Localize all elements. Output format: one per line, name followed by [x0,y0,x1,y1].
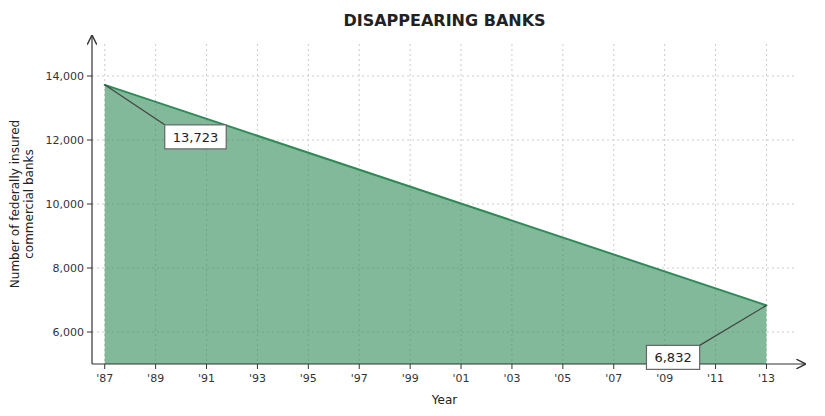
x-tick-label: '03 [503,372,520,385]
x-tick [715,364,716,369]
x-tick-label: '95 [300,372,317,385]
x-tick-label: '01 [453,372,470,385]
x-tick-label: '89 [147,372,164,385]
grid [92,44,797,364]
x-tick-label: '09 [656,372,673,385]
annotation-box [646,345,699,369]
y-tick [87,332,92,333]
annotation: 6,832 [646,305,766,369]
title: DISAPPEARING BANKS [343,11,545,30]
x-tick-label: '07 [605,372,622,385]
y-axis-label-line: Number of federally insured [8,120,22,288]
y-axis-label: Number of federally insuredcommercial ba… [8,120,36,288]
y-axis-line [91,36,92,364]
x-tick [562,364,563,369]
y-tick-label: 12,000 [46,134,85,147]
annotation-text: 13,723 [173,130,219,145]
x-tick-label: '87 [96,372,113,385]
annotation-text: 6,832 [654,350,691,365]
x-tick-label: '13 [758,372,775,385]
x-tick [257,364,258,369]
x-tick [104,364,105,369]
annotation: 13,723 [105,85,227,149]
chart: '87 '89 '91 '93 '95 '97 '99 '01 '03 '05 '07 '09 '11 '… [0,0,825,416]
annotation-box [165,125,227,149]
plot-area [105,85,767,364]
x-tick [766,364,767,369]
grid-line [92,76,797,77]
y-tick-label: 14,000 [46,70,85,83]
x-axis-label: Year [431,393,457,407]
line [105,85,767,306]
x-tick-label: '91 [198,372,215,385]
annotations: 13,723 6,832 [105,85,767,370]
area [105,85,767,364]
x-tick [155,364,156,369]
y-tick [87,140,92,141]
x-tick [308,364,309,369]
x-tick [410,364,411,369]
y-tick [87,268,92,269]
annotation-leader [105,85,165,125]
annotation-leader [700,305,767,345]
axes: '87 '89 '91 '93 '95 '97 '99 '01 '03 '05 '07 '09 '11 '… [46,36,806,385]
y-axis-label-line: commercial banks [22,149,36,259]
y-tick-label: 6,000 [53,326,85,339]
y-tick-label: 8,000 [53,262,85,275]
x-tick [359,364,360,369]
y-tick [87,204,92,205]
x-tick-label: '11 [707,372,724,385]
x-tick [613,364,614,369]
x-tick-label: '93 [249,372,266,385]
y-tick [87,76,92,77]
x-tick-label: '05 [554,372,571,385]
x-tick-label: '99 [402,372,419,385]
x-tick [511,364,512,369]
x-tick-label: '97 [351,372,368,385]
x-tick [206,364,207,369]
y-tick-label: 10,000 [46,198,85,211]
x-tick [461,364,462,369]
